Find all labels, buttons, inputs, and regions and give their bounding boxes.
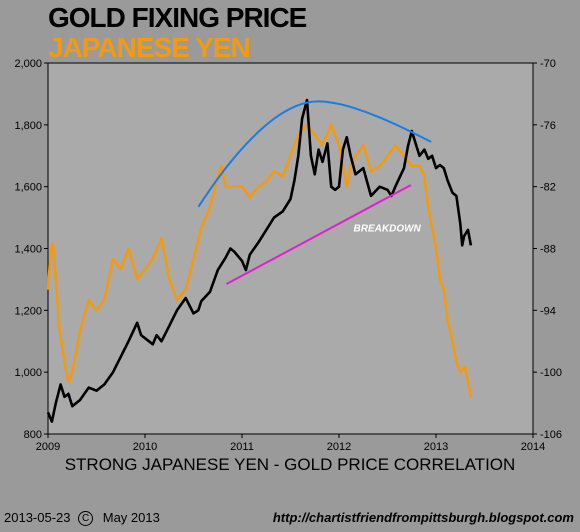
y-right-tick-label: -82 — [540, 182, 556, 194]
x-tick-label: 2014 — [521, 441, 545, 453]
y-left-tick-label: 1,600 — [14, 182, 42, 194]
gold-price-line — [46, 98, 473, 423]
x-tick-label: 2010 — [133, 441, 157, 453]
y-right-tick-label: -100 — [540, 367, 562, 379]
y-left-tick-label: 1,400 — [14, 244, 42, 256]
x-tick-label: 2012 — [327, 441, 351, 453]
y-right-tick-label: -70 — [540, 58, 556, 70]
yen-line — [46, 123, 473, 399]
y-left-tick-label: 1,000 — [14, 367, 42, 379]
y-right-tick-label: -88 — [540, 244, 556, 256]
breakdown-label: BREAKDOWN — [354, 223, 422, 234]
chart-caption: STRONG JAPANESE YEN - GOLD PRICE CORRELA… — [64, 455, 516, 474]
copyright-icon: C — [78, 511, 94, 527]
x-tick-label: 2011 — [230, 441, 254, 453]
y-left-tick-label: 1,800 — [14, 120, 42, 132]
y-left-tick-label: 2,000 — [14, 58, 42, 70]
x-tick-label: 2009 — [36, 441, 60, 453]
y-right-tick-label: -94 — [540, 305, 556, 317]
y-left-tick-label: 800 — [24, 429, 42, 441]
x-tick-label: 2013 — [424, 441, 448, 453]
y-right-tick-label: -106 — [540, 429, 562, 441]
footer-date: 2013-05-23 — [4, 510, 71, 525]
dome-curve — [197, 100, 432, 208]
footer-date-line: 2013-05-23 C May 2013 — [4, 510, 160, 527]
plot-area — [47, 62, 534, 435]
chart-title: GOLD FIXING PRICE — [48, 2, 307, 33]
footer-period: May 2013 — [102, 510, 160, 525]
breakdown-trendline — [226, 184, 412, 285]
y-left-tick-label: 1,200 — [14, 305, 42, 317]
chart-subtitle: JAPANESE YEN — [48, 32, 251, 63]
footer-url: http://chartistfriendfrompittsburgh.blog… — [272, 510, 574, 525]
y-right-tick-label: -76 — [540, 120, 556, 132]
